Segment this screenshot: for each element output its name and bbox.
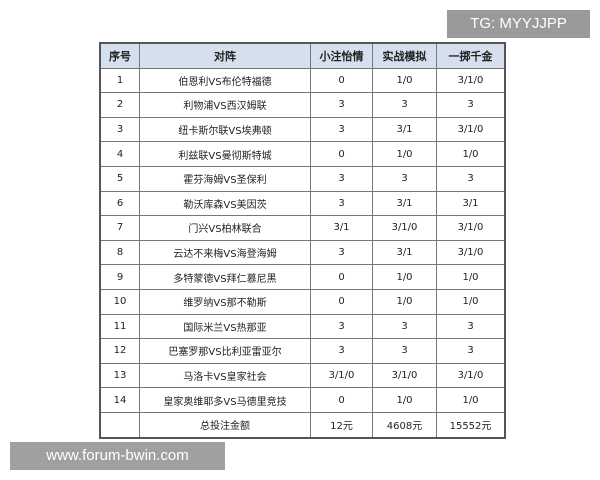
header-small: 小注怡情	[310, 42, 373, 69]
header-sim: 实战模拟	[372, 42, 437, 69]
table-cell: 利物浦VS西汉姆联	[139, 92, 311, 118]
table-cell: 0	[310, 387, 373, 413]
table-cell: 维罗纳VS那不勒斯	[139, 288, 311, 315]
tg-watermark: TG: MYYJJPP	[447, 10, 590, 38]
table-cell: 3/1/0	[310, 362, 373, 389]
table-cell: 3	[436, 92, 506, 118]
header-index: 序号	[99, 42, 140, 69]
table-row: 6 勒沃库森VS美因茨 3 3/1 3/1	[99, 190, 506, 217]
table-row: 2 利物浦VS西汉姆联 3 3 3	[99, 92, 506, 118]
table-row: 13 马洛卡VS皇家社会 3/1/0 3/1/0 3/1/0	[99, 362, 506, 389]
total-label: 总投注金额	[139, 411, 311, 439]
table-row: 9 多特蒙德VS拜仁慕尼黑 0 1/0 1/0	[99, 264, 506, 290]
table-cell: 皇家奥维耶多VS马德里竞技	[139, 387, 311, 413]
table-cell: 3	[310, 313, 373, 340]
table-cell: 10	[99, 288, 140, 315]
table-cell: 伯恩利VS布伦特福德	[139, 67, 311, 94]
table-cell: 6	[99, 190, 140, 217]
table-cell: 3/1/0	[436, 239, 506, 266]
table-cell: 1/0	[372, 288, 437, 315]
table-cell: 3/1/0	[372, 362, 437, 389]
table-cell: 利兹联VS曼彻斯特城	[139, 141, 311, 167]
table-cell: 13	[99, 362, 140, 389]
table-cell: 14	[99, 387, 140, 413]
table-cell: 3	[310, 165, 373, 192]
table-cell: 3/1/0	[436, 116, 506, 143]
table-cell: 0	[310, 141, 373, 167]
table-row: 12 巴塞罗那VS比利亚雷亚尔 3 3 3	[99, 338, 506, 364]
header-row: 序号 对阵 小注怡情 实战模拟 一掷千金	[99, 42, 506, 69]
table-cell: 3/1/0	[372, 215, 437, 241]
table-cell: 3/1	[436, 190, 506, 217]
table-cell: 3/1/0	[436, 215, 506, 241]
table-cell: 勒沃库森VS美因茨	[139, 190, 311, 217]
table-cell: 8	[99, 239, 140, 266]
table-row: 14 皇家奥维耶多VS马德里竞技 0 1/0 1/0	[99, 387, 506, 413]
table-cell: 3/1	[372, 116, 437, 143]
table-cell: 3	[310, 338, 373, 364]
table-row: 7 门兴VS柏林联合 3/1 3/1/0 3/1/0	[99, 215, 506, 241]
table-cell: 9	[99, 264, 140, 290]
table-row: 8 云达不来梅VS海登海姆 3 3/1 3/1/0	[99, 239, 506, 266]
table-cell: 1/0	[436, 264, 506, 290]
table-cell: 3	[310, 116, 373, 143]
table-cell: 巴塞罗那VS比利亚雷亚尔	[139, 338, 311, 364]
table-cell: 2	[99, 92, 140, 118]
table-cell: 1/0	[436, 141, 506, 167]
table-cell: 0	[310, 67, 373, 94]
table-cell: 1/0	[372, 387, 437, 413]
table-cell: 3	[372, 313, 437, 340]
table-row: 10 维罗纳VS那不勒斯 0 1/0 1/0	[99, 288, 506, 315]
table-cell: 1/0	[436, 387, 506, 413]
table-row: 4 利兹联VS曼彻斯特城 0 1/0 1/0	[99, 141, 506, 167]
table-cell: 马洛卡VS皇家社会	[139, 362, 311, 389]
table-cell: 3/1	[310, 215, 373, 241]
table-cell: 3	[436, 165, 506, 192]
table-cell: 5	[99, 165, 140, 192]
empty-cell	[99, 411, 140, 439]
header-big: 一掷千金	[436, 42, 506, 69]
table-cell: 3	[310, 190, 373, 217]
table-cell: 3	[372, 165, 437, 192]
table-cell: 0	[310, 264, 373, 290]
total-value: 4608元	[372, 411, 437, 439]
table-cell: 3	[372, 92, 437, 118]
table-row: 5 霍芬海姆VS圣保利 3 3 3	[99, 165, 506, 192]
total-value: 15552元	[436, 411, 506, 439]
table-cell: 1	[99, 67, 140, 94]
table-cell: 国际米兰VS热那亚	[139, 313, 311, 340]
table-cell: 12	[99, 338, 140, 364]
table-row: 3 纽卡斯尔联VS埃弗顿 3 3/1 3/1/0	[99, 116, 506, 143]
table-cell: 3	[310, 92, 373, 118]
table-cell: 3/1/0	[436, 362, 506, 389]
table-cell: 3	[99, 116, 140, 143]
total-value: 12元	[310, 411, 373, 439]
table-row: 1 伯恩利VS布伦特福德 0 1/0 3/1/0	[99, 67, 506, 94]
table-cell: 1/0	[372, 67, 437, 94]
table-cell: 纽卡斯尔联VS埃弗顿	[139, 116, 311, 143]
table-cell: 多特蒙德VS拜仁慕尼黑	[139, 264, 311, 290]
table-cell: 霍芬海姆VS圣保利	[139, 165, 311, 192]
bet-table: 序号 对阵 小注怡情 实战模拟 一掷千金 1 伯恩利VS布伦特福德 0 1/0 3/1/…	[99, 42, 506, 439]
total-row: 总投注金额 12元 4608元 15552元	[99, 411, 506, 439]
table-cell: 4	[99, 141, 140, 167]
table-cell: 3/1	[372, 190, 437, 217]
table-cell: 3	[310, 239, 373, 266]
table-cell: 1/0	[372, 141, 437, 167]
table-cell: 3/1/0	[436, 67, 506, 94]
forum-watermark: www.forum-bwin.com	[10, 442, 225, 470]
table-cell: 1/0	[372, 264, 437, 290]
header-match: 对阵	[139, 42, 311, 69]
table-cell: 3	[436, 338, 506, 364]
table-row: 11 国际米兰VS热那亚 3 3 3	[99, 313, 506, 340]
table-cell: 3	[372, 338, 437, 364]
table-cell: 门兴VS柏林联合	[139, 215, 311, 241]
table-cell: 3	[436, 313, 506, 340]
table-cell: 1/0	[436, 288, 506, 315]
table-cell: 云达不来梅VS海登海姆	[139, 239, 311, 266]
table-cell: 0	[310, 288, 373, 315]
table-cell: 7	[99, 215, 140, 241]
table-cell: 3/1	[372, 239, 437, 266]
table-cell: 11	[99, 313, 140, 340]
